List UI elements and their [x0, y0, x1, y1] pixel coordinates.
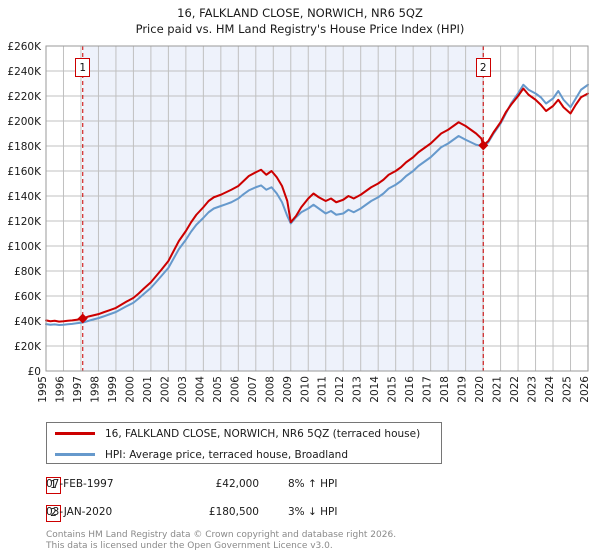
x-axis-tick-label: 2013 — [352, 376, 364, 403]
sale-point-marker[interactable] — [478, 140, 489, 151]
y-axis-tick-label: £160K — [7, 166, 42, 178]
x-axis-tick-label: 2001 — [142, 376, 154, 403]
x-axis-tick-label: 2007 — [247, 376, 259, 403]
transaction-row[interactable]: 1 — [46, 474, 61, 496]
legend-item-hpi: HPI: Average price, terraced house, Broa… — [47, 444, 441, 465]
y-axis-tick-label: £200K — [7, 116, 42, 128]
legend-swatch-hpi — [55, 453, 95, 456]
transaction-hpi-delta: 8% ↑ HPI — [288, 478, 338, 490]
sale-point-marker[interactable] — [77, 313, 88, 324]
y-axis-tick-label: £100K — [7, 241, 42, 253]
x-axis-tick-label: 2019 — [457, 376, 469, 403]
x-axis-tick-label: 2002 — [159, 376, 171, 403]
price-history-chart: £0 £20K £40K £60K £80K £100K £120K £140K £160K £1… — [7, 41, 591, 403]
x-axis-tick-label: 2016 — [404, 376, 416, 403]
y-axis-tick-label: £240K — [7, 66, 42, 78]
y-axis-tick-label: £180K — [7, 141, 42, 153]
footer-attribution: Contains HM Land Registry data © Crown c… — [46, 530, 586, 552]
x-axis-tick-label: 2026 — [579, 376, 591, 403]
x-axis-tick-label: 2022 — [509, 376, 521, 403]
x-axis-tick-label: 2023 — [527, 376, 539, 403]
y-axis-tick-label: £220K — [7, 91, 42, 103]
x-axis-tick-label: 2008 — [264, 376, 276, 403]
x-axis-tick-label: 1998 — [89, 376, 101, 403]
x-axis-tick-label: 2020 — [474, 376, 486, 403]
sale-marker-2[interactable]: 2 — [475, 58, 491, 77]
transaction-price: £180,500 — [208, 506, 259, 518]
x-axis-tick-label: 2021 — [492, 376, 504, 403]
x-axis-tick-label: 2003 — [177, 376, 189, 403]
plot-border — [45, 45, 589, 372]
x-axis-tick-label: 2018 — [439, 376, 451, 403]
transaction-badge: 1 — [46, 476, 61, 494]
page-title: 16, FALKLAND CLOSE, NORWICH, NR6 5QZ — [177, 6, 423, 20]
footer-line-2: This data is licensed under the Open Gov… — [46, 541, 333, 551]
x-axis-tick-label: 2006 — [229, 376, 241, 403]
transaction-hpi-delta: 3% ↓ HPI — [288, 506, 338, 518]
x-axis-tick-label: 1999 — [107, 376, 119, 403]
x-axis-tick-label: 1995 — [37, 376, 49, 403]
y-axis-tick-label: £80K — [14, 266, 42, 278]
x-axis-tick-label: 2005 — [212, 376, 224, 403]
x-axis-tick-label: 2009 — [282, 376, 294, 403]
chart-subtitle: Price paid vs. HM Land Registry's House … — [135, 22, 465, 36]
y-axis-tick-label: £0 — [28, 366, 41, 378]
x-axis-tick-label: 2010 — [299, 376, 311, 403]
transaction-row[interactable]: 2 — [46, 502, 61, 524]
chart-legend: 16, FALKLAND CLOSE, NORWICH, NR6 5QZ (te… — [46, 422, 442, 464]
x-axis-tick-label: 1997 — [72, 376, 84, 403]
x-axis-tick-label: 2025 — [562, 376, 574, 403]
y-axis-tick-label: £120K — [7, 216, 42, 228]
x-axis-tick-label: 2011 — [317, 376, 329, 403]
x-axis-tick-label: 1996 — [54, 376, 66, 403]
footer-line-1: Contains HM Land Registry data © Crown c… — [46, 530, 397, 540]
legend-label-property: 16, FALKLAND CLOSE, NORWICH, NR6 5QZ (te… — [105, 427, 421, 440]
x-axis-tick-label: 2017 — [422, 376, 434, 403]
chart-title-block: 16, FALKLAND CLOSE, NORWICH, NR6 5QZ Pri… — [0, 0, 600, 37]
x-axis-tick-label: 2004 — [194, 376, 206, 403]
transaction-date: 03-JAN-2020 — [46, 506, 113, 518]
transaction-date: 07-FEB-1997 — [46, 478, 114, 490]
x-axis-tick-label: 2015 — [387, 376, 399, 403]
legend-label-hpi: HPI: Average price, terraced house, Broa… — [105, 448, 348, 461]
x-axis-tick-label: 2012 — [334, 376, 346, 403]
y-axis-tick-label: £40K — [14, 316, 42, 328]
transaction-badge: 2 — [46, 504, 61, 522]
y-axis-tick-label: £140K — [7, 191, 42, 203]
x-axis-tick-label: 2014 — [369, 376, 381, 403]
legend-item-property: 16, FALKLAND CLOSE, NORWICH, NR6 5QZ (te… — [47, 423, 441, 444]
legend-swatch-property — [55, 432, 95, 435]
y-axis-tick-label: £260K — [7, 41, 42, 53]
ownership-period-band — [82, 46, 484, 371]
sale-marker-1[interactable]: 1 — [75, 58, 91, 77]
y-axis-tick-label: £20K — [14, 341, 42, 353]
x-axis-tick-label: 2000 — [124, 376, 136, 403]
x-axis-tick-label: 2024 — [544, 376, 556, 403]
y-axis-tick-label: £60K — [14, 291, 42, 303]
series-line-property-price — [45, 87, 589, 323]
transaction-price: £42,000 — [215, 478, 259, 490]
